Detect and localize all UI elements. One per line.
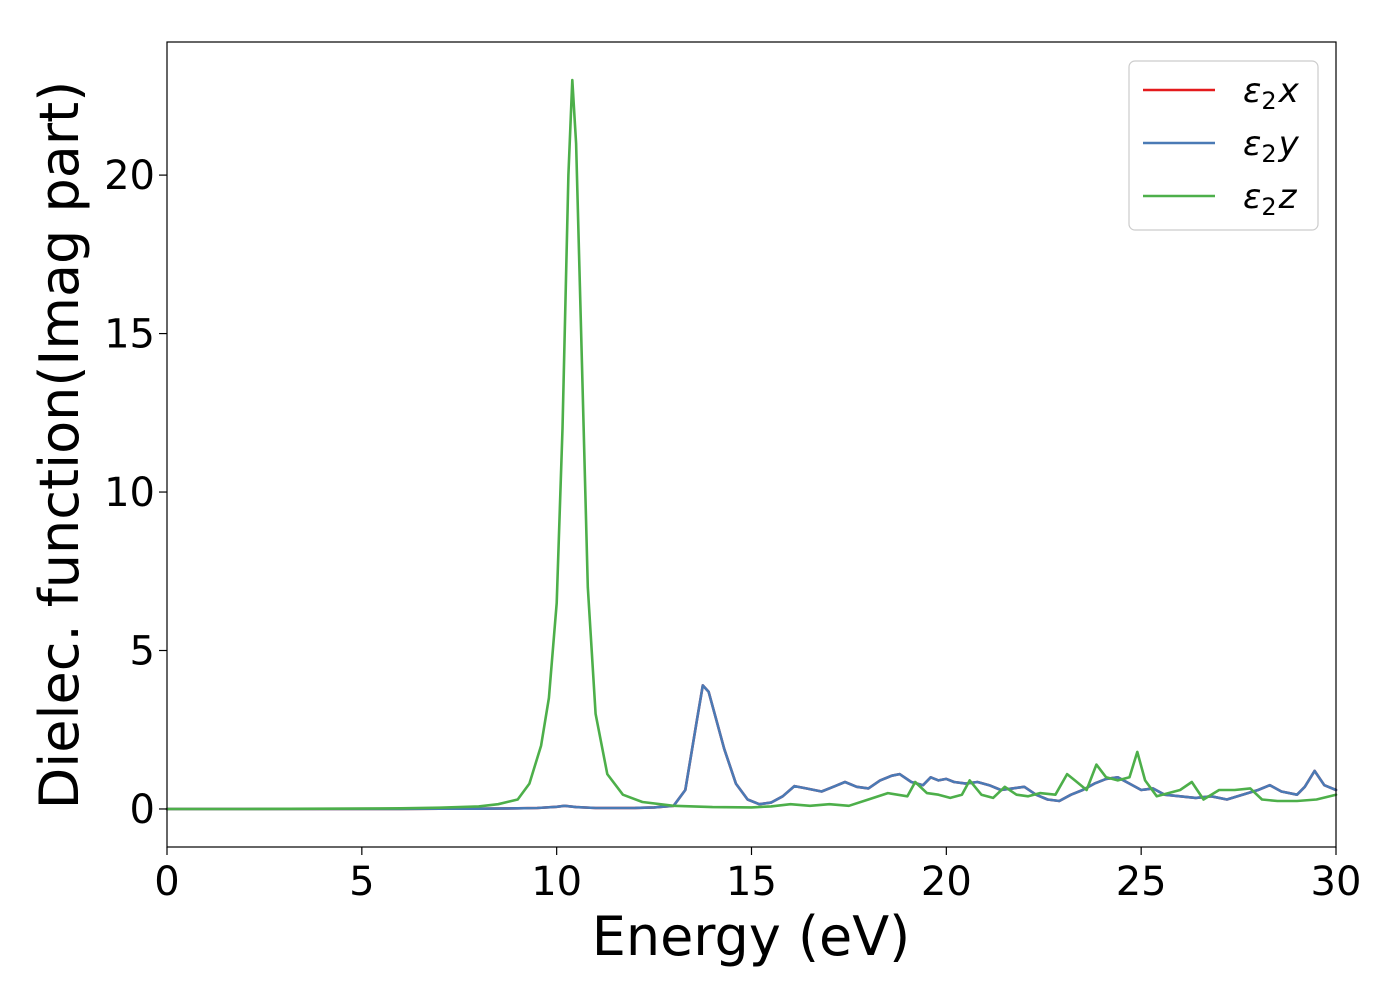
x-tick-label: 25 — [1116, 859, 1167, 905]
y-tick-label: 20 — [104, 153, 155, 199]
y-tick-label: 0 — [130, 787, 155, 833]
legend-label-y: ε2y — [1243, 124, 1300, 168]
legend-frame — [1128, 60, 1319, 231]
y-tick-label: 15 — [104, 312, 155, 358]
x-tick-label: 10 — [531, 859, 582, 905]
series-line-z — [165, 78, 1338, 811]
series-line-y — [165, 684, 1338, 811]
x-axis: 0 5 10 15 20 25 30 — [154, 847, 1361, 905]
y-axis: 0 5 10 15 20 — [104, 153, 167, 833]
legend-label-z: ε2z — [1243, 177, 1298, 221]
y-axis-title: Dielec. function(Imag part) — [28, 81, 91, 810]
legend: ε2x ε2y ε2z — [1128, 60, 1319, 231]
y-tick-label: 5 — [130, 629, 155, 675]
y-tick-label: 10 — [104, 470, 155, 516]
x-tick-label: 15 — [726, 859, 777, 905]
x-tick-label: 30 — [1311, 859, 1362, 905]
x-tick-label: 0 — [154, 859, 179, 905]
legend-label-x: ε2x — [1243, 71, 1300, 115]
series-layer — [165, 78, 1338, 811]
x-tick-label: 20 — [921, 859, 972, 905]
x-axis-title: Energy (eV) — [592, 905, 911, 968]
x-tick-label: 5 — [349, 859, 374, 905]
series-line-x — [165, 684, 1338, 811]
